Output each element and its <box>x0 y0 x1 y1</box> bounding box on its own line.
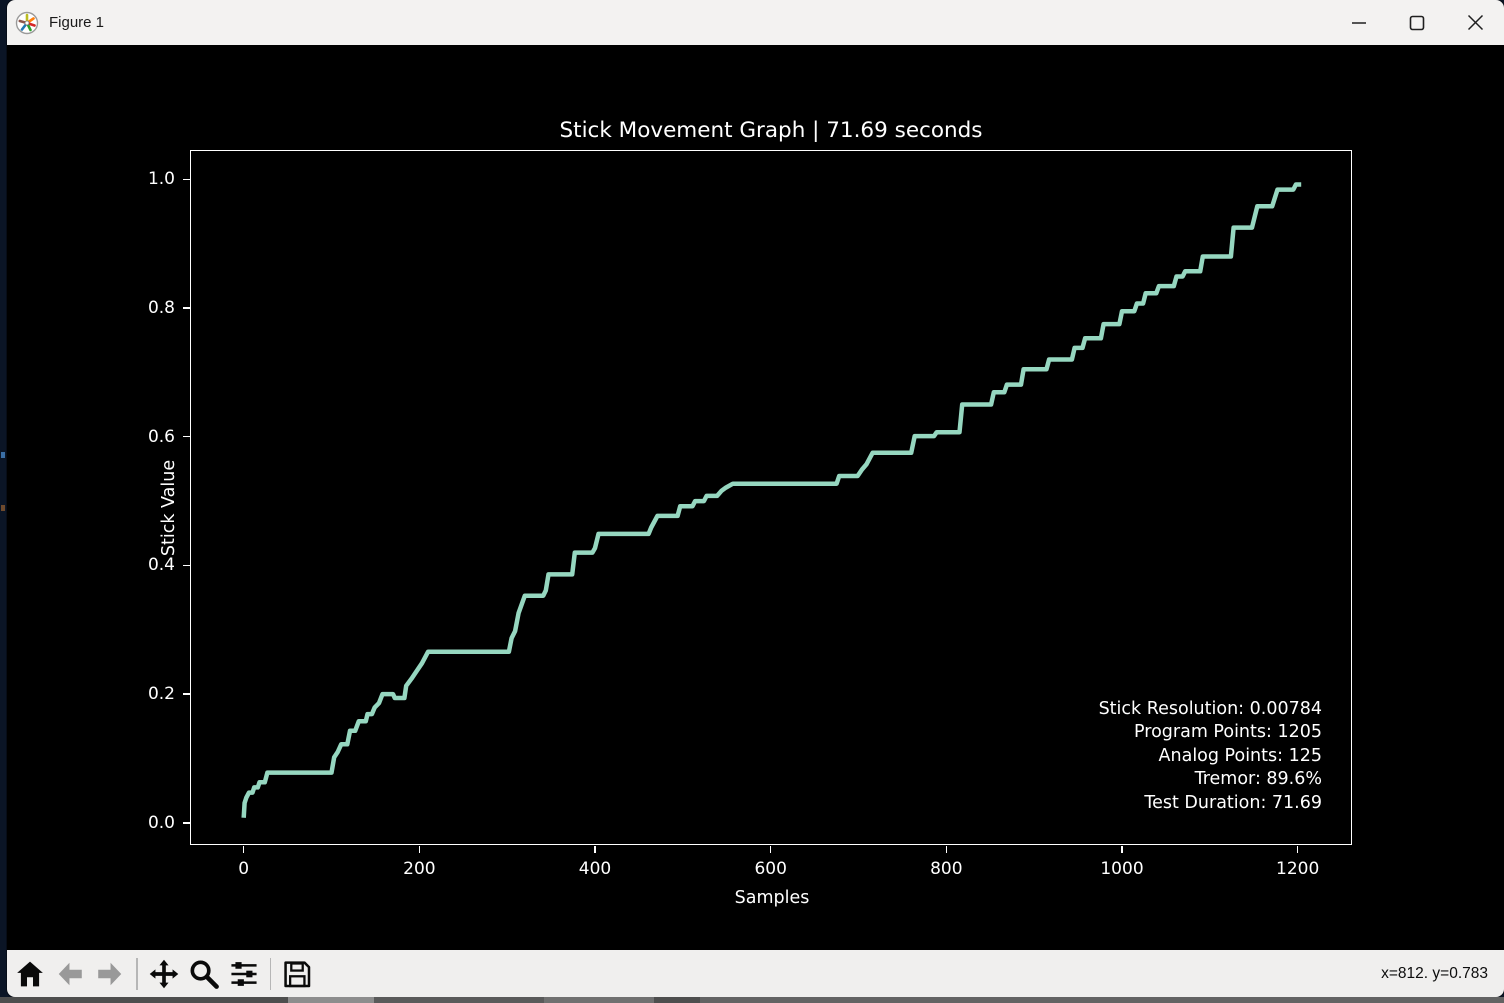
x-tick-mark <box>594 846 596 853</box>
toolbar-separator <box>136 957 138 990</box>
zoom-magnifier-icon <box>190 960 219 989</box>
y-tick-label: 0.4 <box>147 555 175 576</box>
stick-value-line-series <box>241 182 1302 818</box>
annotation-line: Test Duration: 71.69 <box>1144 792 1322 813</box>
y-tick-mark <box>183 693 190 695</box>
minimize-button[interactable] <box>1330 0 1388 45</box>
x-axis-label: Samples <box>734 888 810 908</box>
x-tick-label: 1000 <box>1100 859 1144 879</box>
annotation-line: Program Points: 1205 <box>1134 722 1322 743</box>
x-tick-label: 400 <box>578 859 612 879</box>
y-tick-label: 0.6 <box>147 426 175 447</box>
figure-window: Figure 1 Stick Movement Graph | 71. <box>7 0 1504 997</box>
stats-annotation: Stick Resolution: 0.00784 Program Points:… <box>1099 698 1322 815</box>
x-tick-mark <box>1296 846 1299 853</box>
figure-canvas[interactable]: Stick Movement Graph | 71.69 seconds 0 20… <box>7 45 1504 950</box>
annotation-line: Stick Resolution: 0.00784 <box>1098 698 1322 719</box>
save-button[interactable] <box>280 957 314 991</box>
desktop-sliver-speck <box>1 505 5 511</box>
toolbar-separator <box>269 957 271 990</box>
pan-icon <box>149 959 178 988</box>
matplotlib-logo-icon <box>15 11 39 34</box>
y-tick-label: 0.0 <box>147 812 175 833</box>
maximize-button[interactable] <box>1388 0 1446 45</box>
window-controls <box>1330 0 1504 45</box>
x-tick-mark <box>1121 846 1123 853</box>
x-tick-label: 0 <box>238 859 250 879</box>
cursor-position-readout: x=812. y=0.783 <box>1381 964 1488 982</box>
y-tick-label: 0.2 <box>147 684 175 705</box>
desktop-sliver-speck <box>1 452 5 458</box>
y-tick-mark <box>183 822 190 824</box>
annotation-line: Analog Points: 125 <box>1158 745 1322 766</box>
back-arrow-icon <box>58 962 82 985</box>
x-tick-label: 1200 <box>1276 859 1320 879</box>
x-tick-mark <box>242 846 245 853</box>
x-tick-label: 200 <box>403 859 436 879</box>
maximize-icon <box>1409 15 1425 30</box>
window-title: Figure 1 <box>49 14 105 31</box>
back-button[interactable] <box>53 957 87 991</box>
save-floppy-icon <box>284 960 311 987</box>
x-tick-label: 600 <box>754 859 787 879</box>
subplots-button[interactable] <box>227 957 261 991</box>
y-tick-mark <box>183 307 190 309</box>
close-button[interactable] <box>1446 0 1504 45</box>
y-tick-mark <box>183 178 190 181</box>
subplot-sliders-icon <box>230 961 257 986</box>
y-tick-label: 0.8 <box>147 298 175 319</box>
pan-button[interactable] <box>147 957 181 991</box>
y-tick-mark <box>183 435 190 438</box>
y-axis-label: Stick Value <box>159 459 179 557</box>
x-tick-mark <box>945 846 948 853</box>
forward-arrow-icon <box>98 962 122 985</box>
minimize-icon <box>1352 21 1366 24</box>
plot-area[interactable]: 0 200 400 600 800 1000 1200 0.0 0.2 0.4 0.6 0.8 1.0… <box>148 150 1352 908</box>
zoom-button[interactable] <box>187 957 221 991</box>
forward-button[interactable] <box>93 957 127 991</box>
chart-title: Stick Movement Graph | 71.69 seconds <box>559 118 983 143</box>
home-icon <box>17 961 43 986</box>
navigation-toolbar: x=812. y=0.783 <box>7 950 1504 997</box>
taskbar-sliver <box>0 997 1504 1003</box>
home-button[interactable] <box>13 957 47 991</box>
y-tick-label: 1.0 <box>147 169 175 190</box>
x-tick-label: 800 <box>930 859 963 879</box>
close-icon <box>1467 14 1483 31</box>
x-tick-mark <box>769 846 772 853</box>
x-tick-mark <box>418 846 421 853</box>
y-tick-mark <box>183 564 190 567</box>
annotation-line: Tremor: 89.6% <box>1194 769 1322 790</box>
titlebar: Figure 1 <box>7 0 1504 45</box>
